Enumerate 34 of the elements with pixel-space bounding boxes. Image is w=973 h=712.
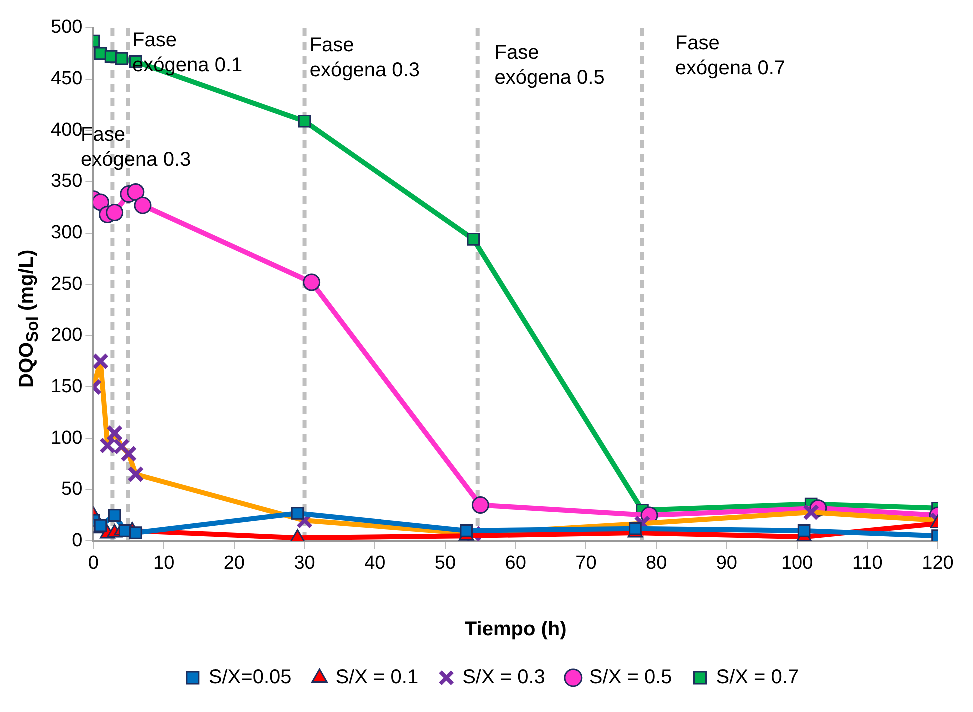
annotation: Fase exógena 0.3: [310, 34, 420, 82]
x-axis-title: Tiempo (h): [464, 618, 567, 641]
x-tick-label: 30: [294, 552, 316, 574]
x-tick-label: 100: [781, 552, 814, 574]
x-tick-label: 20: [224, 552, 245, 574]
y-tick-label: 150: [51, 376, 83, 398]
y-tick-label: 400: [51, 120, 83, 141]
x-tick-label: 10: [153, 552, 175, 574]
legend-label: S/X = 0.5: [589, 666, 672, 689]
legend-label: S/X = 0.1: [336, 666, 419, 689]
y-tick-label: 0: [72, 530, 83, 552]
y-tick-label: 300: [51, 222, 83, 244]
y-tick-label: 350: [51, 171, 83, 192]
x-tick-label: 80: [646, 552, 668, 574]
annotation: Fase exógena 0.3: [81, 124, 192, 172]
x-tick-label: 40: [364, 552, 386, 574]
x-tick-label: 60: [505, 552, 526, 574]
y-tick-label: 50: [62, 479, 83, 500]
y-tick-label: 100: [51, 428, 83, 449]
x-tick-label: 120: [922, 552, 954, 574]
legend-label: S/X=0.05: [208, 666, 292, 689]
x-tick-label: 90: [716, 552, 738, 574]
annotation: Fase exógena 0.5: [494, 42, 605, 89]
y-tick-label: 200: [51, 325, 83, 346]
y-tick-label: 500: [51, 17, 83, 38]
annotation: Fase exógena 0.7: [675, 32, 786, 80]
x-tick-label: 110: [852, 552, 883, 574]
legend-label: S/X = 0.3: [462, 666, 546, 689]
x-tick-label: 0: [88, 552, 99, 574]
x-tick-label: 50: [434, 552, 456, 574]
legend-label: S/X = 0.7: [716, 666, 800, 689]
y-tick-label: 250: [51, 274, 83, 295]
x-tick-label: 70: [576, 552, 597, 574]
y-tick-label: 450: [51, 68, 83, 90]
